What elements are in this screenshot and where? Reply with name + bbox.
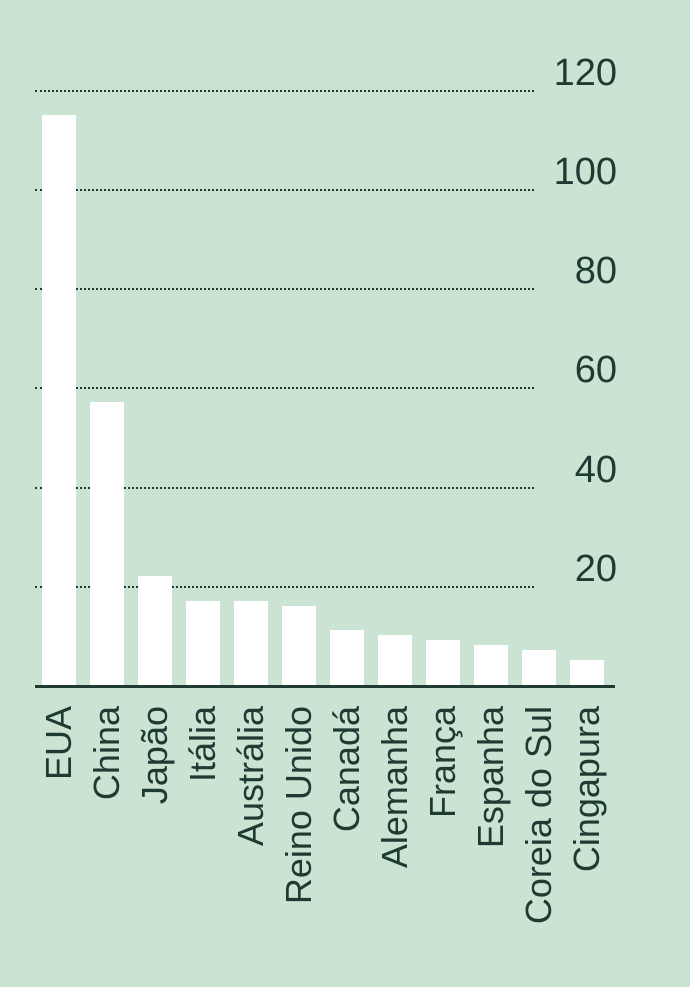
chart-stage: 20 40 60 80 100 120 EUA China Japão Itália Austrál…: [0, 0, 690, 987]
bar: [42, 115, 76, 685]
bar: [282, 606, 316, 685]
bar: [474, 645, 508, 685]
x-tick-label: Austrália: [233, 706, 269, 987]
x-tick-label: Reino Unido: [281, 706, 317, 987]
bar: [330, 630, 364, 685]
x-tick-label: França: [425, 706, 461, 987]
x-tick-label: Espanha: [473, 706, 509, 987]
y-tick-label: 120: [497, 54, 617, 92]
bar: [426, 640, 460, 685]
bar: [570, 660, 604, 685]
bar: [90, 402, 124, 685]
x-tick-label: Canadá: [329, 706, 365, 987]
y-tick-label: 40: [497, 451, 617, 489]
bar: [378, 635, 412, 685]
gridline: [35, 387, 534, 389]
x-tick-label: Japão: [137, 706, 173, 987]
y-tick-label: 100: [497, 153, 617, 191]
gridline: [35, 90, 534, 92]
x-tick-label: Coreia do Sul: [521, 706, 557, 987]
gridline: [35, 189, 534, 191]
x-tick-label: Cingapura: [569, 706, 605, 987]
bar: [522, 650, 556, 685]
bar: [138, 576, 172, 685]
y-tick-label: 60: [497, 351, 617, 389]
x-axis-baseline: [35, 685, 615, 688]
x-tick-label: Itália: [185, 706, 221, 987]
x-tick-label: Alemanha: [377, 706, 413, 987]
bar: [234, 601, 268, 685]
gridline: [35, 288, 534, 290]
y-tick-label: 20: [497, 550, 617, 588]
y-tick-label: 80: [497, 252, 617, 290]
bar: [186, 601, 220, 685]
x-tick-label: China: [89, 706, 125, 987]
x-tick-label: EUA: [41, 706, 77, 987]
